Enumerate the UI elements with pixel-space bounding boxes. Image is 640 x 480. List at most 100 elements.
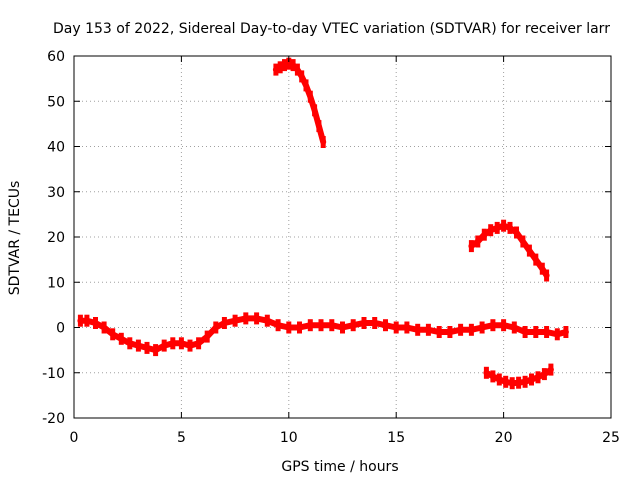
data-point <box>232 314 238 327</box>
data-point <box>481 228 487 241</box>
data-point <box>544 269 550 282</box>
data-point <box>170 337 176 350</box>
y-tick-label: -20 <box>42 411 65 427</box>
data-point <box>282 59 287 72</box>
data-point <box>511 321 517 334</box>
data-point <box>275 319 281 332</box>
data-point <box>507 221 513 234</box>
data-point <box>468 323 474 336</box>
data-point <box>541 368 547 381</box>
data-point <box>468 240 474 253</box>
data-point <box>221 317 227 329</box>
data-point <box>294 63 300 76</box>
grid <box>74 56 611 418</box>
data-point <box>144 341 150 354</box>
data-point <box>297 321 302 334</box>
data-point <box>187 339 193 352</box>
data-point <box>286 321 292 334</box>
data-point <box>548 363 554 376</box>
data-point <box>522 375 528 388</box>
data-point <box>264 314 270 327</box>
data-point <box>307 90 313 103</box>
data-point <box>563 326 569 338</box>
data-point <box>243 312 249 325</box>
data-point <box>554 328 560 341</box>
data-point <box>520 235 526 248</box>
y-tick-label: 10 <box>47 275 65 291</box>
data-point <box>516 376 522 389</box>
data-point <box>135 339 141 352</box>
data-point <box>529 373 534 386</box>
data-point <box>361 317 367 329</box>
data-point <box>494 221 500 234</box>
data-point <box>93 317 98 329</box>
series-layer <box>77 57 569 390</box>
data-point <box>514 226 519 239</box>
data-point <box>501 319 507 332</box>
x-tick-label: 20 <box>495 430 513 446</box>
data-point <box>84 314 90 327</box>
axis-ticks: 0 5 10 15 20 25 -20 -10 0 10 20 30 40 50 60 <box>42 49 620 446</box>
data-point <box>503 375 509 388</box>
data-point <box>196 337 202 350</box>
y-tick-label: 20 <box>47 230 65 246</box>
x-tick-label: 5 <box>177 430 186 446</box>
y-tick-label: -10 <box>42 366 65 382</box>
x-tick-label: 0 <box>70 430 79 446</box>
data-point <box>501 219 507 232</box>
data-point <box>475 235 481 248</box>
data-point <box>286 57 292 70</box>
y-axis-title: SDTVAR / TECUs <box>7 181 23 296</box>
data-point <box>320 136 326 148</box>
data-point <box>273 63 279 76</box>
data-point <box>118 332 124 345</box>
data-point <box>544 326 550 338</box>
data-point <box>509 377 515 390</box>
series-peak <box>272 57 327 148</box>
data-point <box>458 323 464 336</box>
data-point <box>329 319 335 332</box>
y-tick-label: 60 <box>47 49 65 65</box>
data-point <box>535 371 541 384</box>
data-point <box>490 370 496 383</box>
data-point <box>539 262 545 275</box>
data-point <box>307 319 313 332</box>
data-point <box>483 366 489 379</box>
data-point <box>425 323 431 336</box>
data-point <box>303 79 309 92</box>
data-point <box>153 344 159 357</box>
data-point <box>479 321 485 334</box>
data-point <box>393 321 399 334</box>
data-point <box>490 319 496 332</box>
data-point <box>447 326 453 338</box>
x-tick-label: 10 <box>280 430 298 446</box>
series-evening-high <box>468 219 550 282</box>
chart-title: Day 153 of 2022, Sidereal Day-to-day VTE… <box>53 21 610 37</box>
data-point <box>522 326 528 338</box>
y-tick-label: 40 <box>47 140 65 156</box>
y-tick-label: 30 <box>47 185 65 201</box>
data-point <box>404 321 410 334</box>
data-point <box>340 321 345 334</box>
data-point <box>254 312 260 325</box>
data-point <box>526 244 532 257</box>
series-evening-low <box>483 363 554 390</box>
data-point <box>350 319 356 332</box>
data-point <box>161 339 167 352</box>
data-point <box>415 323 421 336</box>
data-point <box>533 253 539 266</box>
x-tick-label: 15 <box>387 430 405 446</box>
data-point <box>127 337 133 350</box>
data-point <box>110 328 116 341</box>
data-point <box>436 326 442 338</box>
x-tick-label: 25 <box>602 430 620 446</box>
series-main <box>77 312 569 357</box>
data-point <box>372 317 378 329</box>
data-point <box>101 321 107 334</box>
y-tick-label: 0 <box>56 321 65 337</box>
data-point <box>312 104 318 117</box>
x-axis-title: GPS time / hours <box>281 459 398 475</box>
data-point <box>277 61 283 74</box>
data-point <box>204 330 210 343</box>
